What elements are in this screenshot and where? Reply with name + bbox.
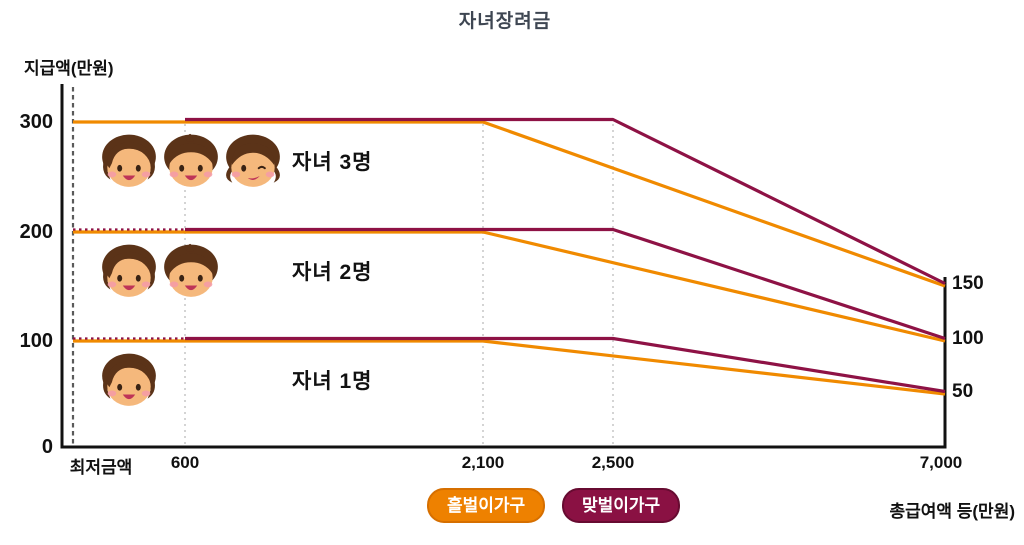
x-tick-label: 최저금액 — [69, 458, 133, 477]
series-line — [185, 227, 946, 341]
children-group-label: 자녀 1명 — [292, 370, 373, 393]
y-tick-label: 200 — [19, 221, 53, 243]
y-tick-label: 300 — [19, 111, 53, 133]
legend-badge-dual-income: 맞벌이가구 — [562, 488, 681, 523]
series-line — [185, 336, 946, 394]
series-line — [73, 230, 946, 343]
chart-title: 자녀장려금 — [458, 11, 552, 32]
children-group-label: 자녀 2명 — [292, 261, 373, 284]
y-tick-label: 0 — [41, 436, 53, 458]
y-tick-label: 100 — [19, 330, 53, 352]
child-face-boy-icon — [160, 241, 222, 301]
x-tick-label: 7,000 — [919, 453, 963, 472]
child-face-girl-icon — [98, 131, 160, 191]
series-line — [73, 339, 946, 396]
child-face-girl-icon — [98, 241, 160, 301]
children-group-label: 자녀 3명 — [292, 151, 373, 174]
x-tick-label: 2,500 — [591, 453, 635, 472]
child-face-girl-icon — [98, 350, 160, 410]
series-line — [73, 120, 946, 288]
y-axis-title: 지급액(만원) — [24, 59, 114, 78]
x-axis-title: 총급여액 등(만원) — [889, 502, 1015, 521]
series-line — [185, 117, 946, 285]
right-axis-label: 50 — [952, 381, 974, 402]
legend-badge-single-income: 홀벌이가구 — [427, 488, 546, 523]
x-tick-label: 2,100 — [461, 453, 505, 472]
child-face-girl-wink-icon — [222, 131, 284, 191]
right-axis-label: 100 — [952, 328, 984, 349]
child-face-boy-icon — [160, 131, 222, 191]
x-tick-label: 600 — [170, 453, 200, 472]
right-axis-label: 150 — [952, 273, 984, 294]
